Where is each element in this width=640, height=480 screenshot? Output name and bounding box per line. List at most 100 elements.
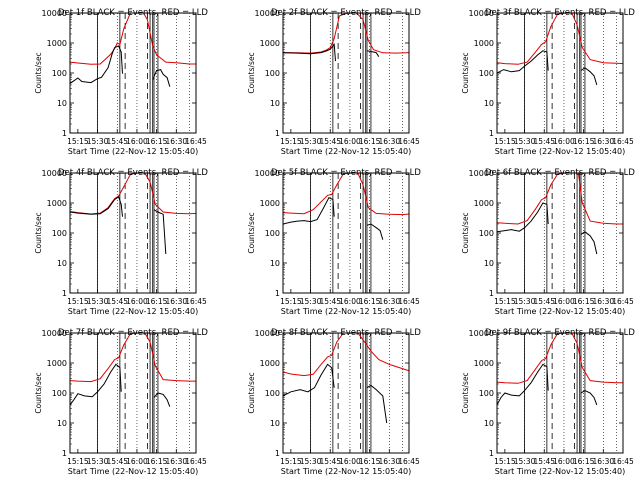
- x-axis-label: Start Time (22-Nov-12 15:05:40): [281, 307, 411, 316]
- x-tick-label: 16:15: [359, 457, 381, 466]
- y-axis-label: Counts/sec: [34, 52, 43, 93]
- lld-series-line: [70, 173, 196, 215]
- events-series-line: [70, 196, 123, 217]
- x-tick-label: 16:15: [146, 457, 168, 466]
- y-tick-label: 100: [265, 69, 280, 78]
- x-axis-label: Start Time (22-Nov-12 15:05:40): [68, 147, 198, 156]
- panel-title: Det 4f BLACK = Events, RED = LLD: [58, 168, 208, 178]
- lld-series-line: [70, 13, 196, 65]
- events-series-line: [153, 209, 167, 255]
- plot-frame: [496, 12, 624, 134]
- y-tick-label: 10000: [469, 169, 494, 178]
- x-axis-label: Start Time (22-Nov-12 15:05:40): [495, 307, 625, 316]
- events-series-line: [70, 45, 123, 84]
- x-tick-label: 16:15: [359, 137, 381, 146]
- y-tick-label: 10000: [42, 169, 67, 178]
- plot-frame: [69, 332, 197, 454]
- x-tick-label: 16:45: [612, 457, 634, 466]
- x-tick-label: 16:15: [146, 137, 168, 146]
- x-tick-label: 15:15: [67, 457, 89, 466]
- detector-panel: 1 10 100 1000 10000 15:1515:3015:4516:0016:15…: [247, 328, 421, 476]
- events-series-line: [366, 384, 388, 424]
- y-tick-label: 1000: [260, 359, 280, 368]
- x-tick-label: 16:45: [185, 457, 207, 466]
- x-tick-label: 15:15: [494, 457, 516, 466]
- x-axis-label: Start Time (22-Nov-12 15:05:40): [495, 467, 625, 476]
- detector-panel: 1 10 100 1000 10000 15:1515:3015:4516:0016:15…: [34, 8, 208, 156]
- y-tick-label: 10: [57, 419, 67, 428]
- y-tick-label: 10000: [469, 9, 494, 18]
- y-tick-label: 1000: [47, 199, 67, 208]
- x-tick-label: 15:30: [300, 297, 322, 306]
- events-series-line: [497, 50, 549, 74]
- x-tick-label: 15:30: [87, 137, 109, 146]
- x-tick-label: 16:30: [593, 137, 615, 146]
- y-tick-label: 100: [479, 229, 494, 238]
- x-axis-label: Start Time (22-Nov-12 15:05:40): [68, 307, 198, 316]
- y-tick-label: 1: [489, 289, 494, 298]
- y-tick-label: 10000: [255, 329, 280, 338]
- events-series-line: [153, 392, 171, 407]
- events-series-line: [366, 50, 380, 57]
- y-axis-label: Counts/sec: [34, 212, 43, 253]
- x-tick-label: 16:00: [339, 137, 361, 146]
- x-tick-label: 15:45: [106, 297, 128, 306]
- x-tick-label: 15:15: [494, 297, 516, 306]
- y-tick-label: 1: [62, 449, 67, 458]
- y-tick-label: 1: [275, 129, 280, 138]
- lld-series-line: [497, 333, 623, 384]
- x-tick-label: 15:30: [87, 297, 109, 306]
- plot-frame: [282, 12, 410, 134]
- y-tick-label: 1000: [260, 199, 280, 208]
- events-series-line: [283, 197, 335, 225]
- panel-title: Det 8f BLACK = Events, RED = LLD: [271, 328, 421, 338]
- lld-series-line: [283, 13, 409, 54]
- y-tick-label: 1: [275, 449, 280, 458]
- x-tick-label: 16:30: [166, 457, 188, 466]
- x-tick-label: 16:00: [553, 457, 575, 466]
- y-tick-label: 10000: [42, 9, 67, 18]
- y-tick-label: 100: [265, 389, 280, 398]
- x-tick-label: 16:30: [379, 137, 401, 146]
- plot-frame: [282, 332, 410, 454]
- x-tick-label: 15:15: [280, 297, 302, 306]
- y-tick-label: 10000: [255, 169, 280, 178]
- y-tick-label: 1000: [474, 39, 494, 48]
- events-series-line: [497, 202, 549, 233]
- x-tick-label: 16:45: [398, 297, 420, 306]
- y-axis-label: Counts/sec: [461, 212, 470, 253]
- x-tick-label: 16:15: [573, 137, 595, 146]
- y-tick-label: 1: [275, 289, 280, 298]
- x-axis-label: Start Time (22-Nov-12 15:05:40): [68, 467, 198, 476]
- lld-series-line: [497, 13, 623, 65]
- x-tick-label: 16:45: [398, 137, 420, 146]
- detector-panel: 1 10 100 1000 10000 15:1515:3015:4516:0016:15…: [247, 168, 421, 316]
- y-axis-label: Counts/sec: [247, 372, 256, 413]
- x-tick-label: 15:30: [514, 297, 536, 306]
- y-tick-label: 10: [270, 99, 280, 108]
- panel-title: Det 7f BLACK = Events, RED = LLD: [58, 328, 208, 338]
- detector-panel: 1 10 100 1000 10000 15:1515:3015:4516:0016:15…: [34, 328, 208, 476]
- x-tick-label: 16:00: [339, 297, 361, 306]
- panel-title: Det 2f BLACK = Events, RED = LLD: [271, 8, 421, 18]
- detector-panel: 1 10 100 1000 10000 15:1515:3015:4516:0016:15…: [461, 168, 635, 316]
- panel-title: Det 9f BLACK = Events, RED = LLD: [485, 328, 635, 338]
- x-tick-label: 15:15: [280, 137, 302, 146]
- y-tick-label: 100: [265, 229, 280, 238]
- x-tick-label: 16:00: [126, 137, 148, 146]
- y-tick-label: 1000: [47, 359, 67, 368]
- x-tick-label: 16:00: [553, 297, 575, 306]
- lld-series-line: [283, 333, 409, 377]
- events-series-line: [152, 69, 171, 87]
- x-tick-label: 16:45: [612, 137, 634, 146]
- panel-title: Det 5f BLACK = Events, RED = LLD: [271, 168, 421, 178]
- y-tick-label: 10: [57, 99, 67, 108]
- y-tick-label: 1000: [474, 359, 494, 368]
- lld-series-line: [283, 173, 409, 216]
- y-tick-label: 10: [270, 259, 280, 268]
- y-tick-label: 10000: [42, 329, 67, 338]
- x-tick-label: 15:45: [319, 297, 341, 306]
- events-series-line: [497, 363, 549, 406]
- detector-panel: 1 10 100 1000 10000 15:1515:3015:4516:0016:15…: [461, 8, 635, 156]
